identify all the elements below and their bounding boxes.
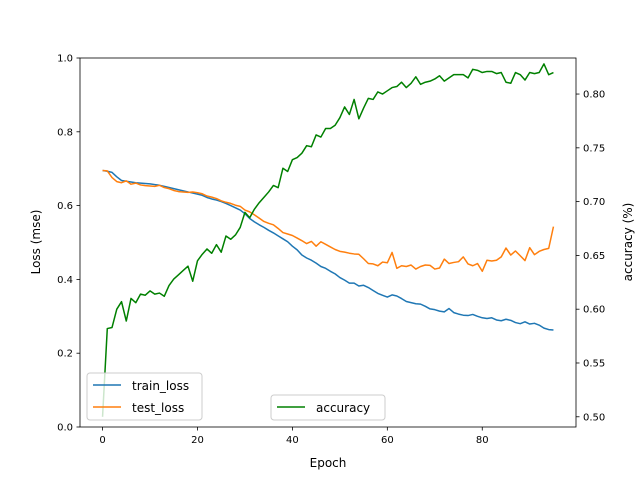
- legend-left: train_loss test_loss: [86, 372, 203, 421]
- left-y-tick-label: 0.8: [57, 127, 73, 138]
- left-y-axis-label: Loss (mse): [29, 210, 43, 275]
- legend-right: accuracy: [270, 394, 386, 421]
- x-tick-label: 40: [286, 435, 299, 446]
- right-y-axis-ticks: 0.50 0.55 0.60 0.65 0.70 0.75 0.80: [576, 90, 605, 423]
- legend-right-box: [270, 394, 386, 421]
- series-line-accuracy: [101, 63, 554, 417]
- left-y-tick-label: 0.4: [57, 275, 73, 286]
- x-tick-label: 60: [381, 435, 394, 446]
- legend-label-accuracy: accuracy: [316, 401, 370, 415]
- left-y-tick-label: 0.6: [57, 201, 73, 212]
- right-y-axis-label: accuracy (%): [621, 203, 635, 282]
- right-y-tick-label: 0.80: [583, 90, 605, 101]
- right-y-tick-label: 0.50: [583, 412, 605, 423]
- x-tick-label: 20: [191, 435, 204, 446]
- legend-label-test-loss: test_loss: [132, 401, 184, 415]
- left-y-tick-label: 0.0: [57, 423, 73, 434]
- right-y-tick-label: 0.55: [583, 358, 605, 369]
- right-y-tick-label: 0.65: [583, 251, 605, 262]
- x-tick-label: 80: [476, 435, 489, 446]
- left-y-axis-ticks: 0.0 0.2 0.4 0.6 0.8 1.0: [57, 54, 80, 434]
- axes-spines: [79, 57, 577, 428]
- right-y-tick-label: 0.75: [583, 143, 605, 154]
- left-y-tick-label: 1.0: [57, 54, 73, 65]
- left-y-tick-label: 0.2: [57, 349, 73, 360]
- plot-area: [101, 63, 555, 417]
- axes-frame: [79, 57, 577, 428]
- right-y-tick-label: 0.60: [583, 305, 605, 316]
- series-line-train-loss: [102, 169, 554, 331]
- series-line-test-loss: [102, 169, 555, 273]
- x-axis-ticks: 0 20 40 60 80: [99, 427, 489, 446]
- right-y-tick-label: 0.70: [583, 197, 605, 208]
- x-tick-label: 0: [99, 435, 105, 446]
- legend-label-train-loss: train_loss: [132, 379, 189, 393]
- x-axis-label: Epoch: [310, 456, 347, 470]
